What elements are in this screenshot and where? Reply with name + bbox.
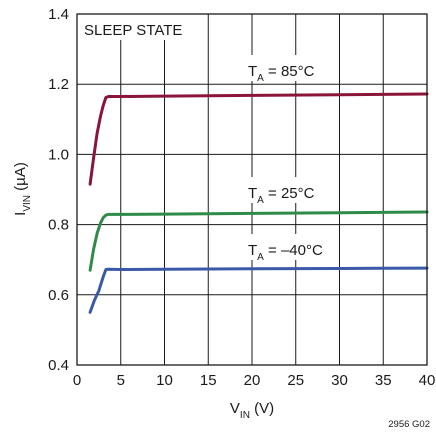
series-label-bg-25	[243, 177, 331, 203]
x-tick-label: 35	[375, 372, 392, 389]
x-tick-label: 25	[287, 372, 304, 389]
series-line-2	[88, 266, 429, 314]
x-tick-label: 20	[244, 372, 261, 389]
corner-label-bg	[80, 14, 178, 40]
series-line-0	[88, 92, 429, 186]
x-tick-label: 40	[419, 372, 436, 389]
y-tick-label: 0.4	[48, 357, 69, 374]
x-tick-label: 5	[117, 372, 125, 389]
x-tick-label: 15	[200, 372, 217, 389]
y-tick-label: 1.0	[48, 146, 69, 163]
x-tick-label: 0	[73, 372, 81, 389]
y-tick-label: 0.8	[48, 217, 69, 234]
corner-label: SLEEP STATE	[84, 22, 182, 39]
series-label-85: TA = 85°C	[248, 63, 315, 84]
series-line-1	[88, 210, 429, 272]
series-lines	[88, 92, 429, 314]
x-axis-label: VIN (V)	[230, 400, 274, 421]
x-tick-label: 10	[156, 372, 173, 389]
y-tick-label: 1.4	[48, 6, 69, 23]
x-tick-label: 30	[331, 372, 348, 389]
series-label-bg-85	[243, 55, 331, 81]
y-axis-label: IVIN (µA)	[12, 162, 33, 216]
tick-labels: 0 5 10 15 20 25 30 35 40 0.4 0.6 0.8 1.0 1.2 1.4	[48, 6, 435, 389]
series-label-bg-m40	[243, 234, 339, 260]
series-label-25: TA = 25°C	[248, 185, 315, 206]
y-tick-label: 0.6	[48, 287, 69, 304]
figure-code: 2956 G02	[388, 419, 430, 430]
series-label-m40: TA = –40°C	[248, 242, 323, 263]
plot-frame	[76, 13, 428, 366]
y-tick-label: 1.2	[48, 76, 69, 93]
